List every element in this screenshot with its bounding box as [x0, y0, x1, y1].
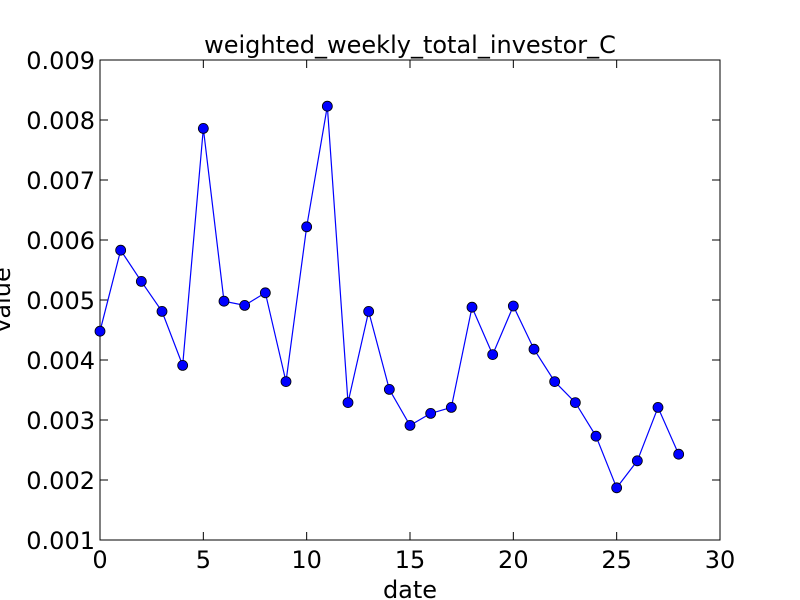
data-point — [590, 430, 602, 442]
axis-ticks — [99, 59, 721, 541]
data-point — [94, 325, 106, 337]
data-point — [280, 376, 292, 388]
data-point — [631, 455, 643, 467]
data-point — [673, 448, 685, 460]
data-point — [177, 359, 189, 371]
data-point — [218, 295, 230, 307]
data-point — [611, 482, 623, 494]
data-point — [156, 305, 168, 317]
series-layer — [94, 100, 685, 494]
data-point — [363, 305, 375, 317]
tick-labels: 0 5 10 15 20 25 30 0.001 0.002 0.003 0.004 0.005 0.0… — [26, 47, 735, 574]
y-tick-label: 0.004 — [26, 347, 95, 375]
data-point — [487, 349, 499, 361]
y-tick-label: 0.008 — [26, 107, 95, 135]
data-point — [466, 301, 478, 313]
plot-frame — [99, 59, 721, 541]
data-point — [301, 221, 313, 233]
chart-title: weighted_weekly_total_investor_C — [204, 31, 616, 59]
y-axis-label: value — [0, 267, 16, 333]
y-tick-label: 0.006 — [26, 227, 95, 255]
data-point — [528, 343, 540, 355]
data-point — [239, 299, 251, 311]
data-point — [115, 244, 127, 256]
y-tick-label: 0.002 — [26, 467, 95, 495]
x-tick-label: 15 — [395, 546, 426, 574]
data-point — [259, 287, 271, 299]
x-tick-label: 30 — [705, 546, 736, 574]
y-tick-label: 0.005 — [26, 287, 95, 315]
data-point — [507, 300, 519, 312]
x-tick-label: 20 — [498, 546, 529, 574]
x-tick-label: 5 — [196, 546, 211, 574]
data-point — [569, 397, 581, 409]
data-point — [135, 275, 147, 287]
data-point — [404, 419, 416, 431]
y-tick-label: 0.003 — [26, 407, 95, 435]
data-point — [342, 397, 354, 409]
data-point — [321, 100, 333, 112]
x-tick-label: 10 — [291, 546, 322, 574]
x-tick-label: 25 — [601, 546, 632, 574]
data-point — [197, 122, 209, 134]
data-point — [425, 407, 437, 419]
data-point — [383, 383, 395, 395]
y-tick-label: 0.001 — [26, 527, 95, 555]
x-axis-label: date — [383, 576, 437, 600]
data-point — [445, 401, 457, 413]
data-point — [549, 376, 561, 388]
y-tick-label: 0.007 — [26, 167, 95, 195]
data-point — [652, 401, 664, 413]
x-tick-label: 0 — [92, 546, 107, 574]
y-tick-label: 0.009 — [26, 47, 95, 75]
